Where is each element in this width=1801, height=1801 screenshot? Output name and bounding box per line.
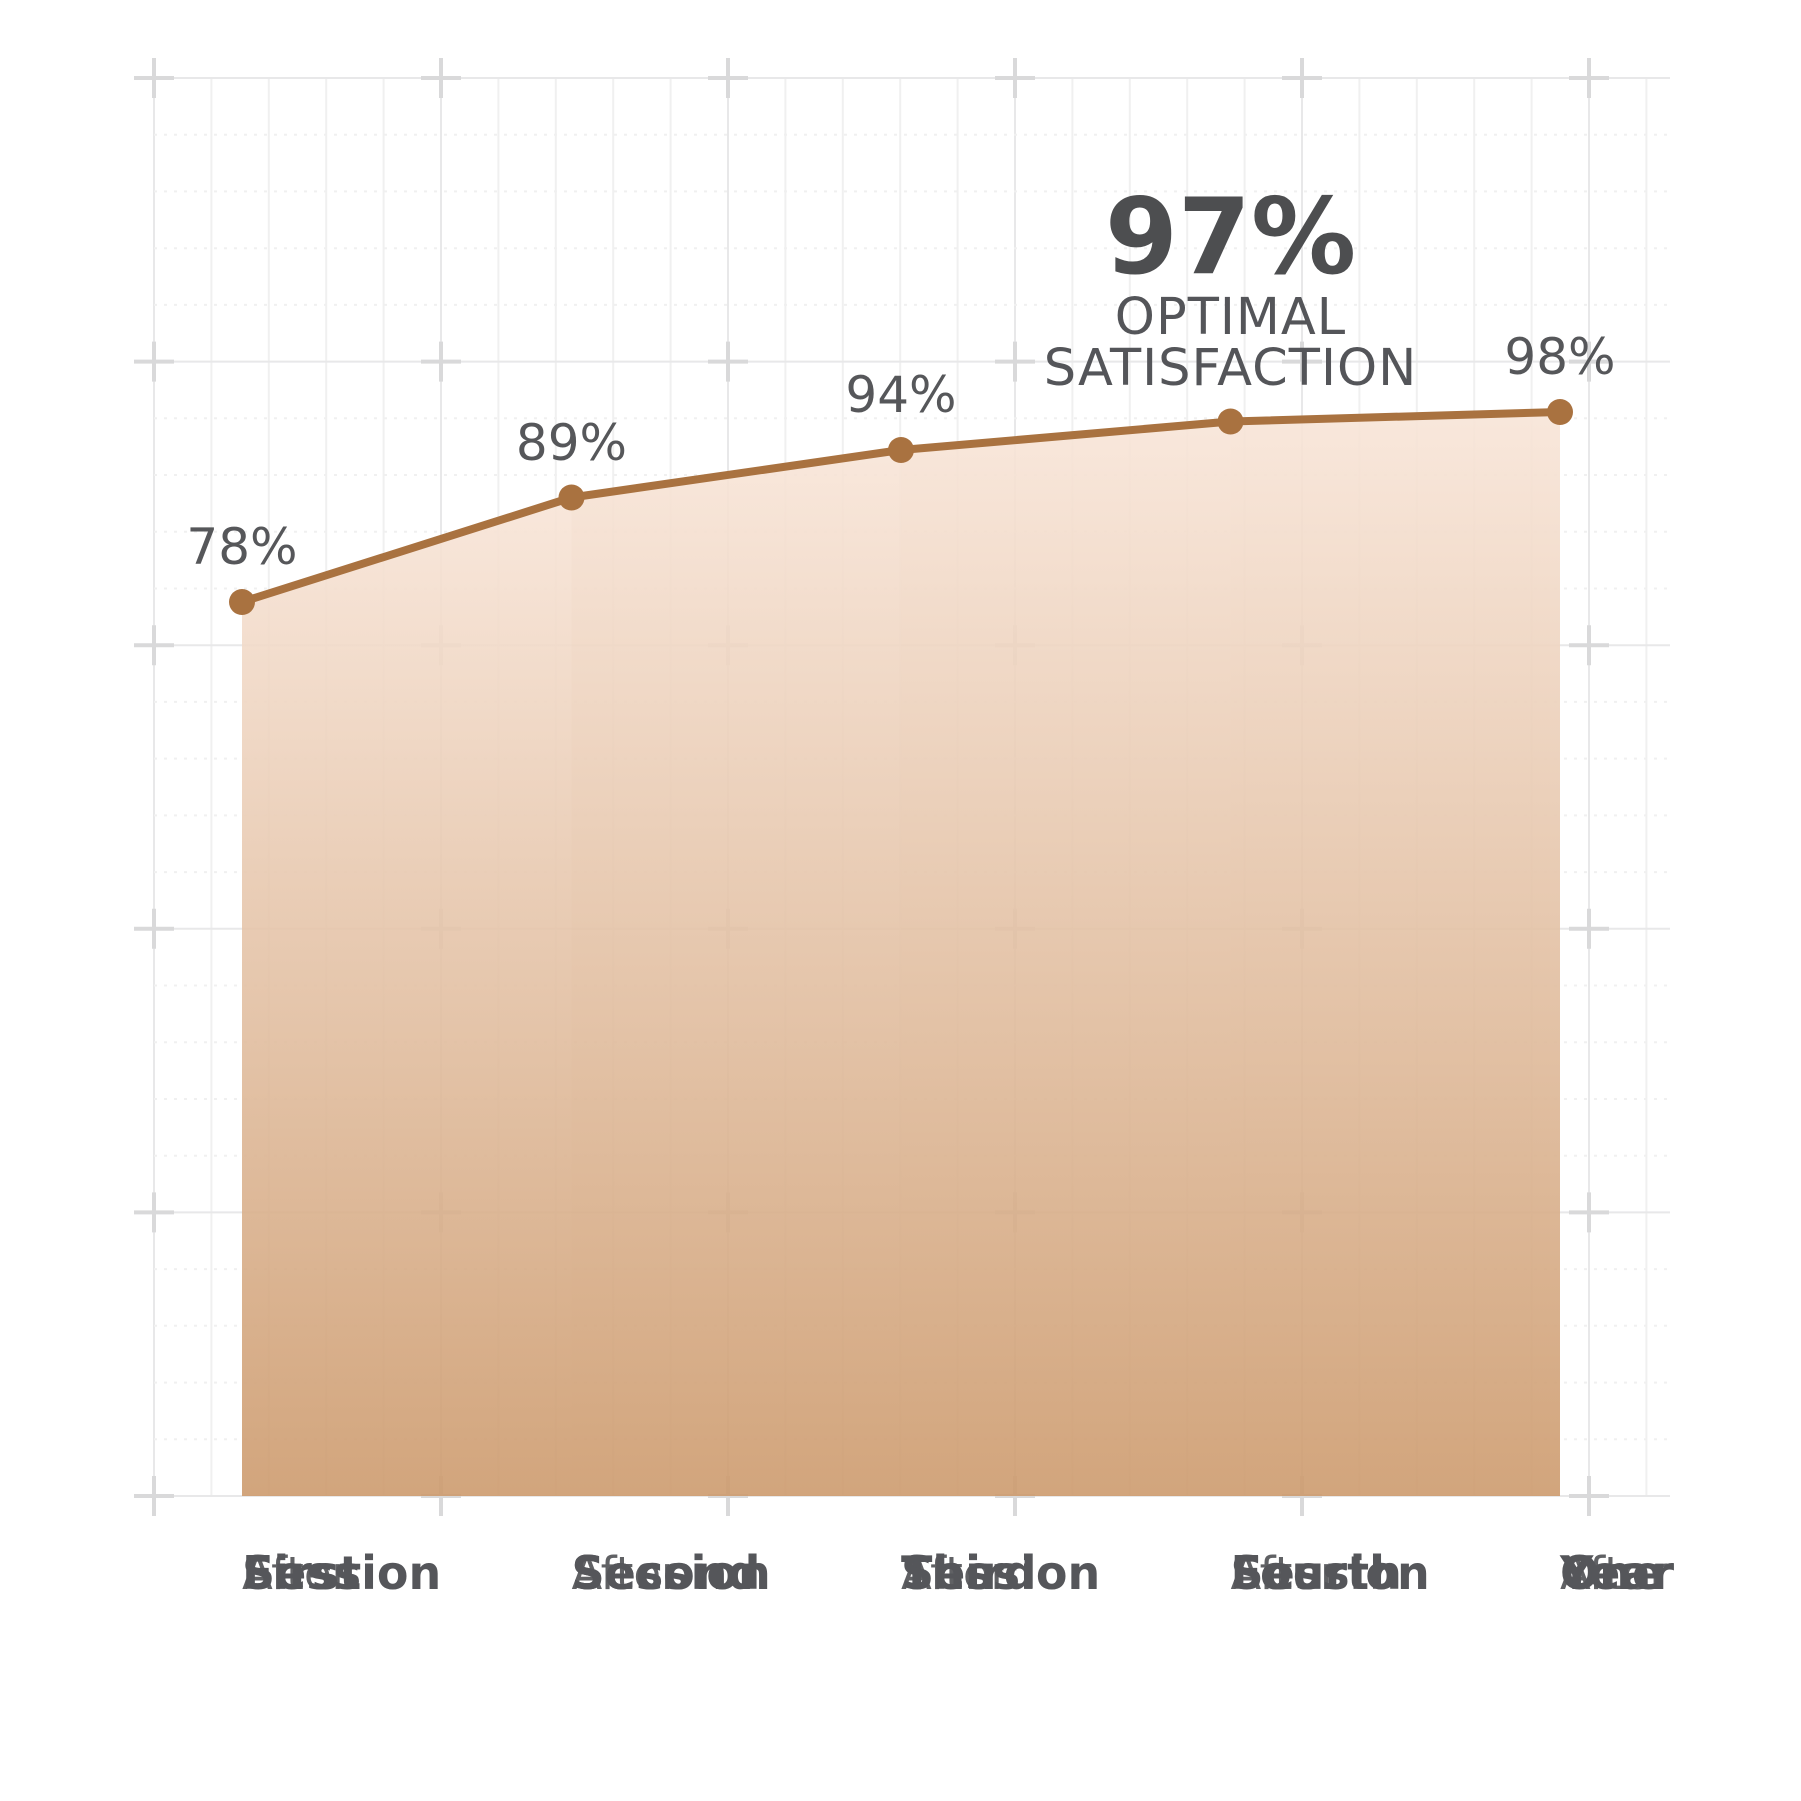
area-segment: [242, 497, 572, 1496]
x-axis-label-word: Year: [1560, 1546, 1675, 1600]
area-fill: [242, 412, 1560, 1496]
x-axis-label-word: Fourth: [1230, 1546, 1402, 1600]
x-axis-label-prefix: After: [242, 1547, 351, 1600]
x-axis-label-prefix: After: [1560, 1547, 1669, 1600]
x-axis-label-word: Second: [571, 1546, 761, 1600]
x-axis-label-word: Session: [901, 1546, 1101, 1600]
data-points: [229, 399, 1573, 615]
x-axis-label-prefix: After: [1230, 1547, 1339, 1600]
data-point-dot: [888, 437, 914, 463]
annotation-value: 97%: [1104, 176, 1357, 298]
x-axis-label-word: Session: [242, 1546, 442, 1600]
x-axis-label-word: Session: [1230, 1546, 1430, 1600]
point-value-label: 94%: [845, 366, 957, 424]
x-axis-label-prefix: After: [571, 1547, 680, 1600]
annotation-line-1: OPTIMAL: [1114, 288, 1347, 347]
data-point-dot: [229, 589, 255, 615]
x-axis-label-word: Session: [571, 1546, 771, 1600]
point-value-label: 78%: [186, 518, 298, 576]
point-value-label: 98%: [1504, 328, 1616, 386]
area-segment: [571, 450, 901, 1496]
data-point-dot: [558, 484, 585, 511]
annotation-line-2: SATISFACTION: [1043, 339, 1418, 398]
data-point-dot: [1547, 399, 1573, 425]
x-axis-label-prefix: After: [901, 1547, 1010, 1600]
peak-annotation: 97% OPTIMAL SATISFACTION: [1044, 182, 1418, 394]
x-axis-label-word: First: [242, 1546, 362, 1600]
data-point-dot: [1217, 408, 1244, 435]
x-axis-label-word: Third: [901, 1546, 1037, 1600]
area-segment: [1230, 412, 1560, 1496]
x-axis-label-word: One: [1560, 1546, 1664, 1600]
point-value-label: 89%: [515, 413, 628, 472]
area-segment: [901, 421, 1231, 1496]
